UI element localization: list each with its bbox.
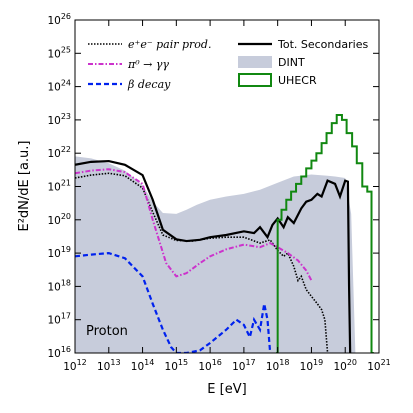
y-tick-label: 1016 [47, 345, 71, 360]
legend-label-total: Tot. Secondaries [277, 38, 368, 51]
x-tick-label: 1021 [367, 358, 391, 373]
x-tick-label: 1020 [333, 358, 357, 373]
y-tick-label: 1024 [47, 79, 71, 94]
x-tick-label: 1013 [97, 358, 121, 373]
legend-label-dint: DINT [278, 56, 305, 69]
y-tick-label: 1020 [47, 212, 71, 227]
legend: e⁺e⁻ pair prod. π⁰ → γγ β decay Tot. Second… [88, 38, 368, 91]
legend-label-pion: π⁰ → γγ [127, 58, 169, 71]
series-total [75, 159, 352, 353]
x-axis-label: E [eV] [207, 382, 246, 397]
series-pair [75, 172, 329, 353]
series-beta [75, 251, 272, 353]
x-tick-label: 1019 [300, 358, 324, 373]
series-pion [75, 168, 313, 281]
legend-label-beta: β decay [127, 78, 171, 91]
legend-label-pair: e⁺e⁻ pair prod. [128, 38, 211, 51]
y-tick-label: 1023 [47, 112, 71, 127]
legend-label-uhecr: UHECR [278, 74, 317, 87]
annotation-proton: Proton [86, 324, 128, 339]
x-tick-label: 1012 [63, 358, 87, 373]
legend-swatch-uhecr [238, 73, 272, 87]
x-tick-label: 1015 [165, 358, 189, 373]
y-tick-label: 1019 [47, 245, 71, 260]
legend-swatch-dint [238, 56, 272, 68]
y-tick-label: 1021 [47, 179, 71, 194]
y-tick-label: 1025 [47, 45, 71, 60]
x-tick-label: 1016 [198, 358, 222, 373]
x-tick-label: 1014 [131, 358, 155, 373]
y-tick-label: 1018 [47, 278, 71, 293]
y-tick-label: 1026 [47, 12, 71, 27]
y-tick-label: 1017 [47, 312, 71, 327]
series-uhecr [276, 114, 374, 353]
y-tick-label: 1022 [47, 145, 71, 160]
y-axis-label: E²dN/dE [a.u.] [17, 141, 32, 232]
x-tick-label: 1017 [232, 358, 256, 373]
x-tick-label: 1018 [266, 358, 290, 373]
